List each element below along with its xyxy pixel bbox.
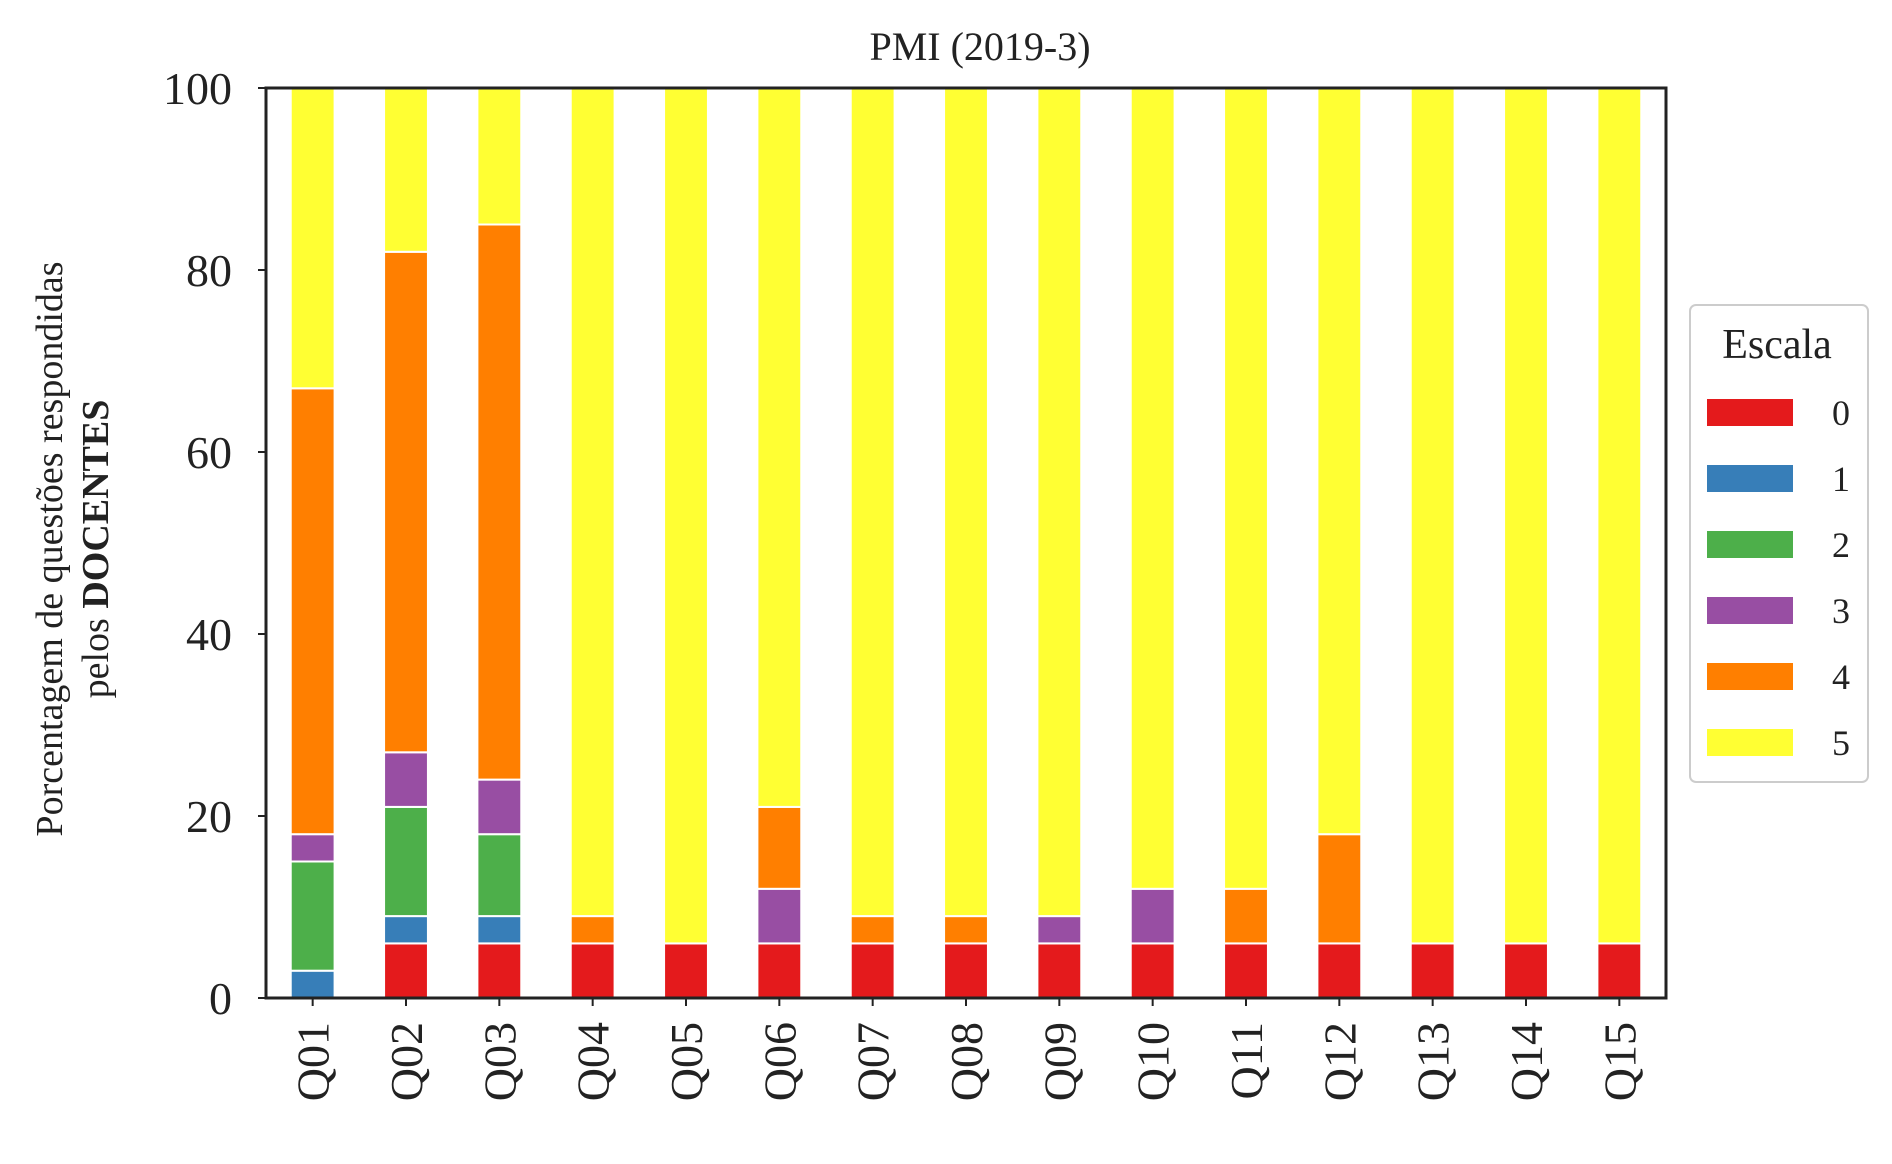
- x-tick-label: Q08: [941, 1022, 992, 1101]
- x-tick-label: Q15: [1594, 1022, 1645, 1101]
- bar-segment-q02-scale-5: [383, 87, 429, 253]
- legend-label-3: 3: [1832, 591, 1850, 631]
- y-axis-label-line1: Porcentagem de questões respondidas: [29, 261, 71, 836]
- bar-segment-q06-scale-5: [756, 87, 803, 808]
- bar-segment-q12-scale-5: [1316, 87, 1363, 836]
- bar-segment-q04-scale-4: [569, 915, 616, 945]
- bar-segment-q03-scale-4: [476, 223, 523, 781]
- y-axis-label: Porcentagem de questões respondidas pelo…: [29, 261, 117, 836]
- x-tick-label: Q12: [1314, 1022, 1365, 1101]
- bar-segment-q01-scale-4: [289, 387, 336, 836]
- x-tick-label: Q13: [1408, 1022, 1459, 1101]
- bar-segment-q11-scale-4: [1223, 887, 1269, 945]
- bar-segment-q08-scale-4: [943, 915, 989, 945]
- bar-segment-q07-scale-4: [849, 915, 896, 945]
- bar-segment-q06-scale-4: [756, 805, 803, 890]
- bar-segment-q03-scale-0: [476, 942, 523, 1000]
- bar-segment-q05-scale-0: [663, 942, 709, 1000]
- bar-segment-q11-scale-5: [1223, 87, 1269, 890]
- bar-segment-q01-scale-5: [289, 87, 336, 390]
- bar-segment-q15-scale-5: [1596, 87, 1643, 945]
- legend-swatch-1: [1707, 465, 1793, 492]
- plot-frame: [264, 86, 1668, 1000]
- legend-title: Escala: [1722, 322, 1832, 368]
- bar-segment-q09-scale-3: [1036, 915, 1083, 945]
- bar-segment-q03-scale-3: [476, 778, 523, 836]
- x-tick-label: Q03: [474, 1022, 525, 1101]
- bar-segment-q06-scale-0: [756, 942, 803, 1000]
- bar-segment-q14-scale-0: [1503, 942, 1549, 1000]
- x-tick-label: Q14: [1501, 1022, 1552, 1101]
- x-tick-label: Q05: [661, 1022, 712, 1101]
- bar-segment-q10-scale-3: [1129, 887, 1176, 945]
- bar-segment-q04-scale-0: [569, 942, 616, 1000]
- x-tick-label: Q04: [568, 1022, 619, 1101]
- x-tick-label: Q07: [848, 1022, 899, 1101]
- legend-label-5: 5: [1832, 723, 1850, 763]
- bar-segment-q03-scale-5: [476, 87, 523, 226]
- bar-segment-q11-scale-0: [1223, 942, 1269, 1000]
- y-axis-label-bold: DOCENTES: [75, 400, 117, 609]
- bars: [289, 87, 1643, 1000]
- bar-segment-q10-scale-5: [1129, 87, 1176, 890]
- x-tick-label: Q10: [1128, 1022, 1179, 1101]
- bar-segment-q08-scale-5: [943, 87, 989, 918]
- legend-swatch-2: [1707, 531, 1793, 558]
- bar-segment-q07-scale-0: [849, 942, 896, 1000]
- bar-segment-q07-scale-5: [849, 87, 896, 918]
- legend-swatch-5: [1707, 729, 1793, 756]
- legend-label-1: 1: [1832, 459, 1850, 499]
- x-axis-ticks: Q01 Q02 Q03 Q04 Q05 Q06 Q07 Q08 Q09 Q10 Q11 Q12 Q13 Q…: [288, 998, 1645, 1101]
- y-tick-label: 80: [186, 245, 232, 296]
- bar-segment-q12-scale-4: [1316, 833, 1363, 945]
- y-tick-label: 60: [186, 427, 232, 478]
- bar-segment-q01-scale-2: [289, 860, 336, 972]
- y-axis-label-prefix: pelos: [75, 609, 117, 699]
- bar-segment-q02-scale-3: [383, 751, 429, 808]
- chart-title: PMI (2019-3): [869, 24, 1090, 69]
- bar-segment-q06-scale-3: [756, 887, 803, 945]
- bar-segment-q14-scale-5: [1503, 87, 1549, 945]
- legend-label-4: 4: [1832, 657, 1850, 697]
- legend-swatch-0: [1707, 399, 1793, 426]
- bar-segment-q01-scale-3: [289, 833, 336, 863]
- bar-segment-q02-scale-1: [383, 915, 429, 945]
- legend-items: 0 1 2 3 4 5: [1707, 393, 1850, 763]
- x-tick-label: Q06: [754, 1022, 805, 1101]
- legend-label-0: 0: [1832, 393, 1850, 433]
- bar-segment-q05-scale-5: [663, 87, 709, 945]
- legend-swatch-3: [1707, 597, 1793, 624]
- bar-segment-q02-scale-4: [383, 250, 429, 754]
- bar-segment-q03-scale-2: [476, 833, 523, 918]
- legend: Escala 0 1 2 3 4 5: [1689, 304, 1869, 783]
- y-tick-label: 0: [209, 973, 232, 1024]
- bar-segment-q10-scale-0: [1129, 942, 1176, 1000]
- legend-label-2: 2: [1832, 525, 1850, 565]
- bar-segment-q04-scale-5: [569, 87, 616, 918]
- bar-segment-q13-scale-5: [1409, 87, 1456, 945]
- bar-segment-q15-scale-0: [1596, 942, 1643, 1000]
- bar-segment-q03-scale-1: [476, 915, 523, 945]
- y-tick-label: 20: [186, 791, 232, 842]
- bar-segment-q02-scale-2: [383, 805, 429, 918]
- y-axis-label-line2: pelos DOCENTES: [75, 400, 117, 699]
- y-tick-label: 100: [163, 63, 232, 114]
- legend-swatch-4: [1707, 663, 1793, 690]
- bar-segment-q01-scale-1: [289, 969, 336, 1000]
- bar-segment-q09-scale-5: [1036, 87, 1083, 918]
- x-tick-label: Q11: [1221, 1022, 1272, 1100]
- x-tick-label: Q01: [288, 1022, 339, 1101]
- bar-segment-q13-scale-0: [1409, 942, 1456, 1000]
- bar-segment-q12-scale-0: [1316, 942, 1363, 1000]
- bar-segment-q08-scale-0: [943, 942, 989, 1000]
- bar-segment-q09-scale-0: [1036, 942, 1083, 1000]
- bar-segment-q02-scale-0: [383, 942, 429, 1000]
- y-axis-ticks: 0 20 40 60 80 100: [163, 63, 266, 1024]
- x-tick-label: Q02: [381, 1022, 432, 1101]
- y-tick-label: 40: [186, 609, 232, 660]
- x-tick-label: Q09: [1034, 1022, 1085, 1101]
